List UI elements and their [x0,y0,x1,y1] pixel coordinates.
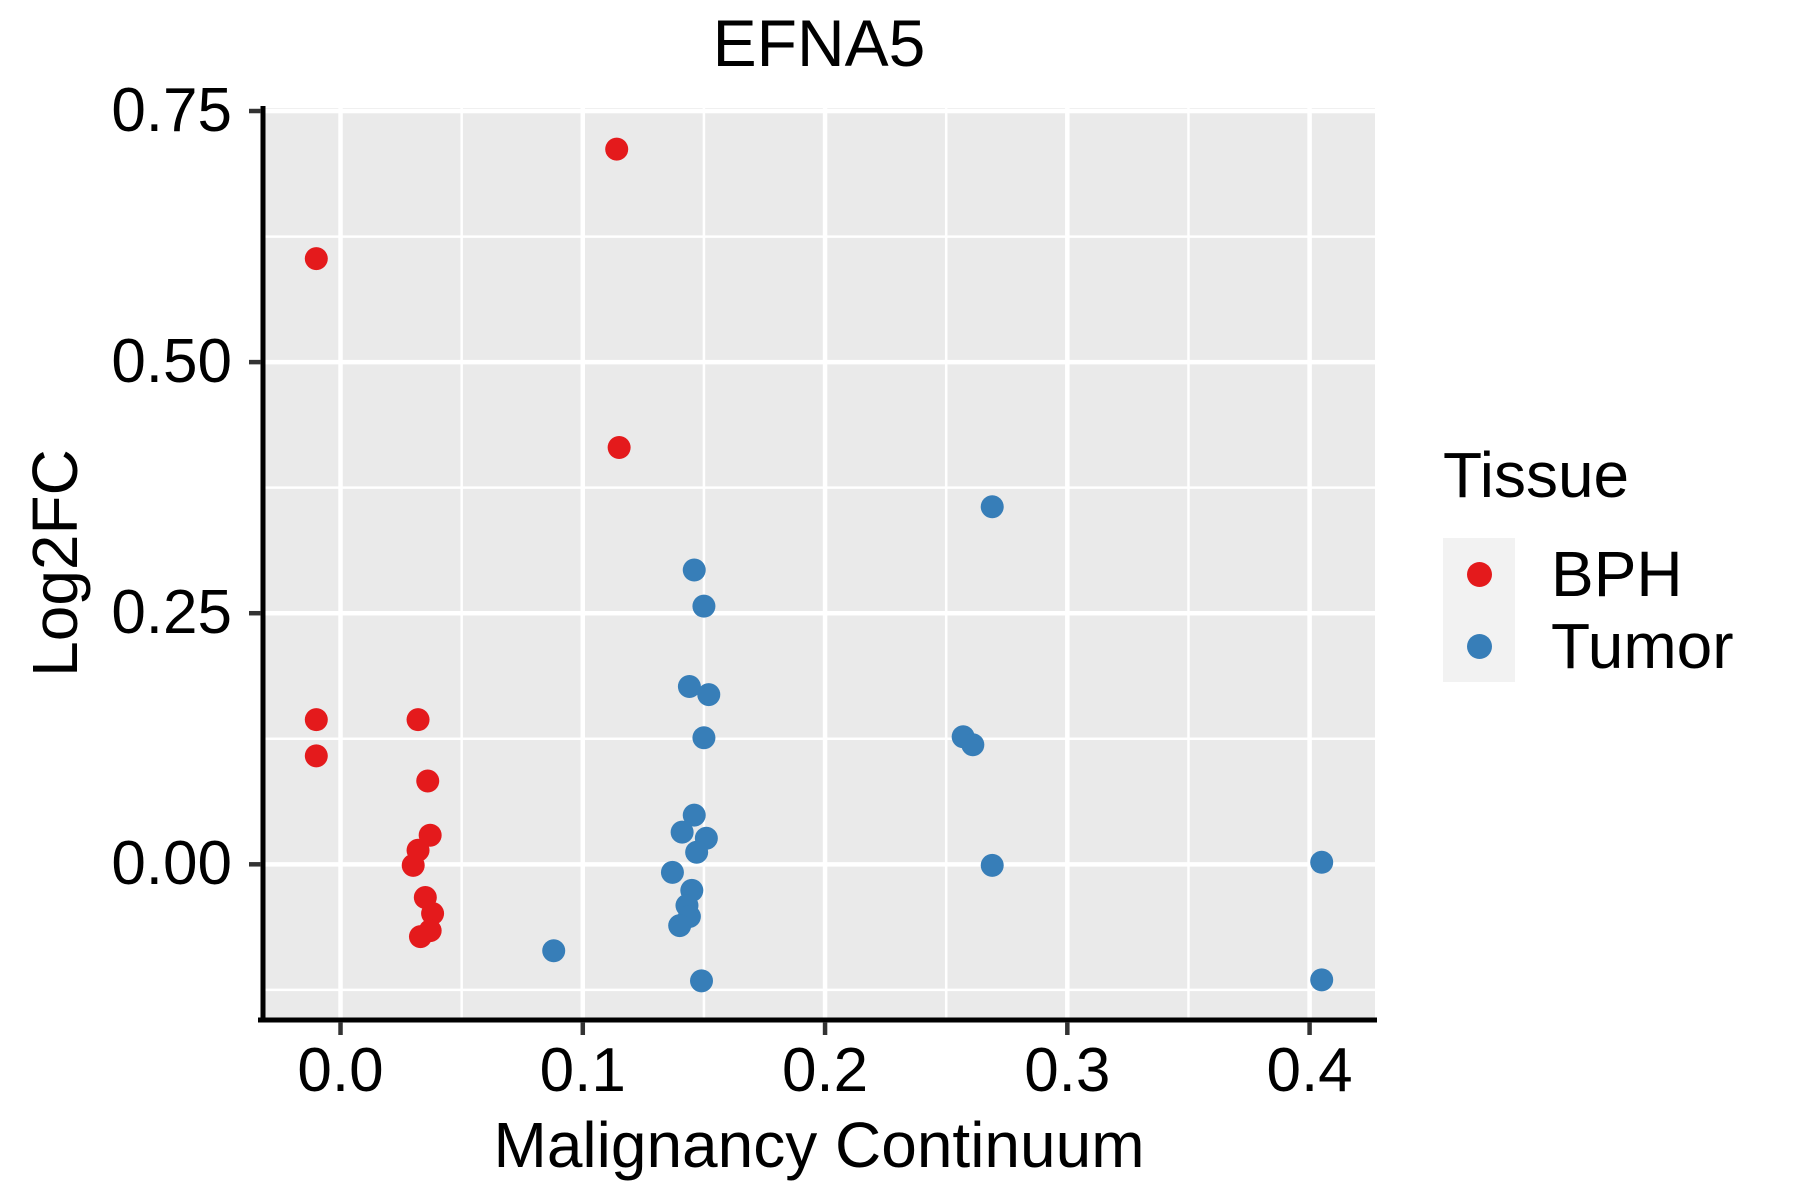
data-point-bph [416,769,440,793]
data-point-tumor [685,840,709,864]
legend-title: Tissue [1443,439,1630,511]
legend-item-bph: BPH [1443,538,1734,610]
legend-item-tumor: Tumor [1443,610,1734,682]
data-point-tumor [690,969,714,993]
data-point-tumor [668,914,692,938]
data-point-bph [304,744,328,768]
data-point-tumor [677,675,701,699]
data-point-tumor [670,820,694,844]
data-point-tumor [697,683,721,707]
legend-label-bph: BPH [1551,538,1683,610]
data-point-bph [605,137,629,161]
data-point-tumor [660,860,684,884]
x-axis-title: Malignancy Continuum [493,1109,1145,1181]
data-point-tumor [692,594,716,618]
data-point-tumor [961,733,985,757]
x-tick-label: 0.0 [297,1036,384,1105]
data-point-bph [304,708,328,732]
legend: Tissue BPH Tumor [1443,440,1734,682]
data-point-bph [421,902,445,926]
legend-label-tumor: Tumor [1551,610,1734,682]
y-tick-label: 0.25 [111,578,232,648]
y-tick-label: 0.00 [111,829,232,899]
panel-background [263,108,1375,1020]
y-tick-label: 0.50 [111,327,232,397]
y-tick-label: 0.75 [111,76,232,145]
data-point-tumor [1310,968,1334,992]
data-point-tumor [980,853,1004,877]
data-point-bph [304,247,328,271]
data-point-bph [406,708,430,732]
data-point-bph [401,853,425,877]
data-point-tumor [980,495,1004,519]
data-point-tumor [682,803,706,827]
data-point-tumor [682,558,706,582]
tumor-point-icon [1466,633,1492,659]
plot-title: EFNA5 [712,6,926,80]
legend-key-bph [1443,538,1515,610]
data-point-tumor [1310,850,1334,874]
data-point-bph [408,925,432,949]
x-tick-label: 0.1 [539,1036,626,1105]
data-point-tumor [692,726,716,750]
x-tick-label: 0.4 [1266,1036,1353,1105]
x-tick-label: 0.2 [781,1036,869,1105]
legend-key-tumor [1443,610,1515,682]
data-point-bph [607,435,631,459]
x-tick-label: 0.3 [1024,1036,1111,1105]
data-point-tumor [542,939,566,963]
bph-point-icon [1466,561,1492,587]
